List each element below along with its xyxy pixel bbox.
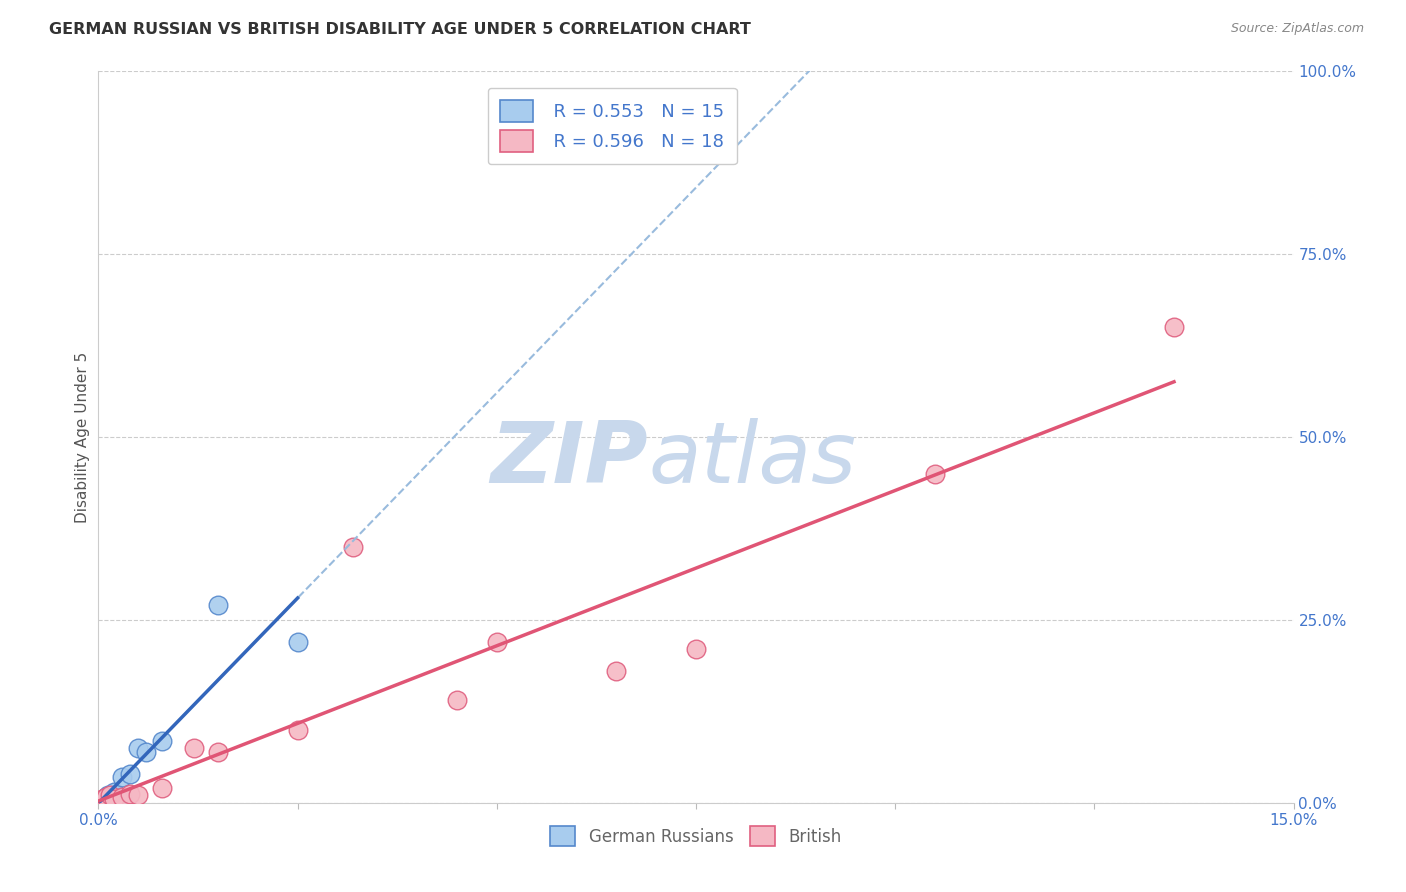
Point xyxy=(183,740,205,755)
Text: atlas: atlas xyxy=(648,417,856,500)
Point xyxy=(446,693,468,707)
Point xyxy=(342,540,364,554)
Point xyxy=(111,789,134,804)
Point xyxy=(120,787,142,801)
Point xyxy=(605,664,627,678)
Point xyxy=(120,766,142,780)
Point xyxy=(107,791,129,805)
Point xyxy=(207,599,229,613)
Point xyxy=(91,792,114,806)
Point xyxy=(111,770,134,784)
Point xyxy=(127,740,149,755)
Point xyxy=(98,789,122,803)
Point xyxy=(96,789,118,804)
Point xyxy=(97,789,120,803)
Point xyxy=(96,789,118,804)
Point xyxy=(150,781,173,796)
Point xyxy=(287,635,309,649)
Point xyxy=(150,733,173,747)
Legend: German Russians, British: German Russians, British xyxy=(544,820,848,853)
Point xyxy=(207,745,229,759)
Point xyxy=(98,793,122,807)
Point xyxy=(287,723,309,737)
Point xyxy=(924,467,946,481)
Point xyxy=(103,785,125,799)
Point xyxy=(685,642,707,657)
Point xyxy=(135,745,157,759)
Text: Source: ZipAtlas.com: Source: ZipAtlas.com xyxy=(1230,22,1364,36)
Point xyxy=(94,792,117,806)
Text: GERMAN RUSSIAN VS BRITISH DISABILITY AGE UNDER 5 CORRELATION CHART: GERMAN RUSSIAN VS BRITISH DISABILITY AGE… xyxy=(49,22,751,37)
Point xyxy=(1163,320,1185,334)
Text: ZIP: ZIP xyxy=(491,417,648,500)
Point xyxy=(101,787,124,801)
Y-axis label: Disability Age Under 5: Disability Age Under 5 xyxy=(75,351,90,523)
Point xyxy=(103,792,125,806)
Point xyxy=(127,789,149,803)
Point xyxy=(485,635,508,649)
Point xyxy=(91,794,114,808)
